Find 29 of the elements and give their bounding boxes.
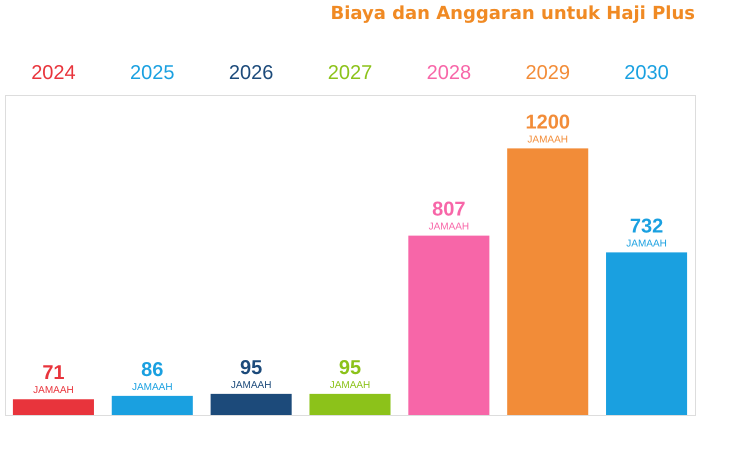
- chart-title: Biaya dan Anggaran untuk Haji Plus: [330, 3, 695, 24]
- x-tick-label: 2025: [130, 62, 175, 84]
- x-tick-label: 2026: [228, 62, 274, 84]
- data-label: 732: [630, 215, 664, 238]
- x-tick-label: 2029: [525, 62, 570, 84]
- x-tick-label: 2024: [31, 62, 76, 84]
- bar: [112, 396, 193, 415]
- x-tick-label: 2027: [328, 62, 372, 84]
- annotation: JAMAAH: [428, 222, 470, 233]
- annotation: JAMAAH: [330, 380, 370, 391]
- data-label: 86: [141, 358, 164, 381]
- bar: [408, 236, 490, 415]
- annotation: JAMAAH: [132, 382, 173, 393]
- annotation: JAMAAH: [626, 238, 667, 250]
- x-tick-label: 2030: [624, 62, 669, 84]
- data-label: 1200: [525, 111, 570, 134]
- data-label: 807: [432, 198, 466, 221]
- data-label: 71: [42, 362, 65, 384]
- bar: [12, 399, 94, 415]
- bar: [210, 394, 292, 415]
- annotation: JAMAAH: [230, 380, 272, 391]
- annotation: JAMAAH: [33, 385, 74, 396]
- bar: [606, 252, 688, 415]
- bar: [309, 394, 391, 415]
- data-label: 95: [338, 356, 362, 379]
- annotation: JAMAAH: [527, 134, 568, 146]
- bar: [507, 148, 588, 415]
- data-label: 95: [240, 356, 262, 379]
- x-tick-label: 2028: [426, 62, 472, 84]
